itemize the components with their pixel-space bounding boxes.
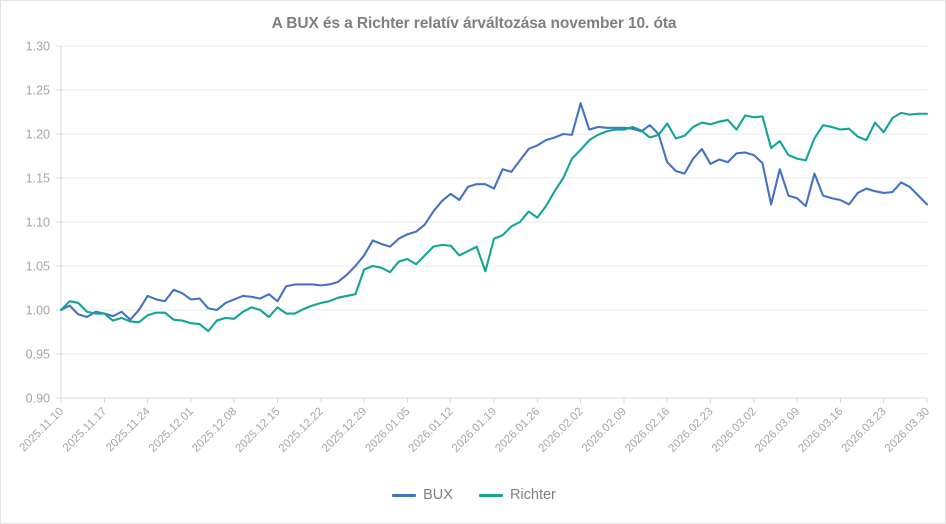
y-axis-tick-label: 0.90 bbox=[26, 392, 50, 406]
legend-item-richter[interactable]: Richter bbox=[478, 487, 556, 503]
gridlines bbox=[56, 45, 927, 399]
legend-label-bux: BUX bbox=[423, 487, 453, 503]
legend-swatch-bux bbox=[392, 493, 417, 497]
x-axis-tick-label: 2026.01.26 bbox=[493, 406, 542, 455]
x-axis-tick-label: 2025.11.17 bbox=[61, 406, 110, 455]
x-axis-tick-label: 2026.02.09 bbox=[580, 406, 629, 455]
x-axis-tick-label: 2026.01.12 bbox=[407, 406, 456, 455]
x-axis-tick-labels: 2025.11.102025.11.172025.11.242025.12.01… bbox=[18, 405, 933, 455]
x-axis-tick-label: 2026.02.02 bbox=[537, 406, 586, 455]
x-axis-tick-label: 2026.03.23 bbox=[840, 406, 889, 455]
data-series bbox=[59, 102, 929, 333]
y-axis-tick-label: 1.25 bbox=[26, 84, 50, 98]
x-axis-tick-label: 2025.11.10 bbox=[18, 406, 67, 455]
x-axis-tick-label: 2026.03.30 bbox=[883, 406, 932, 455]
x-axis bbox=[60, 46, 928, 403]
y-axis-tick-label: 1.00 bbox=[26, 304, 50, 318]
x-axis-tick-label: 2026.03.02 bbox=[710, 406, 759, 455]
y-axis-tick-label: 1.30 bbox=[26, 40, 50, 54]
x-axis-tick-label: 2026.02.23 bbox=[666, 406, 715, 455]
x-axis-tick-label: 2026.03.16 bbox=[796, 406, 845, 455]
x-axis-tick-label: 2025.12.29 bbox=[320, 406, 369, 455]
legend-item-bux[interactable]: BUX bbox=[392, 487, 453, 503]
legend-swatch-richter bbox=[478, 493, 503, 497]
y-axis-tick-label: 1.05 bbox=[26, 260, 50, 274]
x-axis-tick-label: 2026.01.05 bbox=[363, 406, 412, 455]
x-axis-tick-label: 2025.11.24 bbox=[104, 405, 153, 454]
y-axis-tick-labels: 1.30 1.25 1.20 1.15 1.10 1.05 1.00 0.95 0.90 bbox=[26, 40, 50, 406]
series-line-bux bbox=[59, 102, 929, 321]
legend-label-richter: Richter bbox=[509, 487, 556, 503]
y-axis-tick-label: 1.20 bbox=[26, 128, 50, 142]
series-line-richter bbox=[59, 111, 929, 333]
y-axis-tick-label: 1.10 bbox=[26, 216, 50, 230]
y-axis-tick-label: 1.15 bbox=[26, 172, 50, 186]
x-axis-tick-label: 2025.12.15 bbox=[233, 406, 282, 455]
x-axis-tick-label: 2025.12.08 bbox=[190, 406, 239, 455]
x-axis-tick-label: 2026.03.09 bbox=[753, 406, 802, 455]
x-axis-tick-label: 2026.02.16 bbox=[623, 406, 672, 455]
chart-title: A BUX és a Richter relatív árváltozása n… bbox=[271, 15, 677, 32]
y-axis-tick-label: 0.95 bbox=[26, 348, 50, 362]
x-axis-tick-label: 2025.12.22 bbox=[277, 406, 326, 455]
chart-legend: BUX Richter bbox=[1, 487, 945, 503]
x-axis-tick-label: 2026.01.19 bbox=[450, 406, 499, 455]
x-axis-tick-label: 2025.12.01 bbox=[147, 406, 196, 455]
